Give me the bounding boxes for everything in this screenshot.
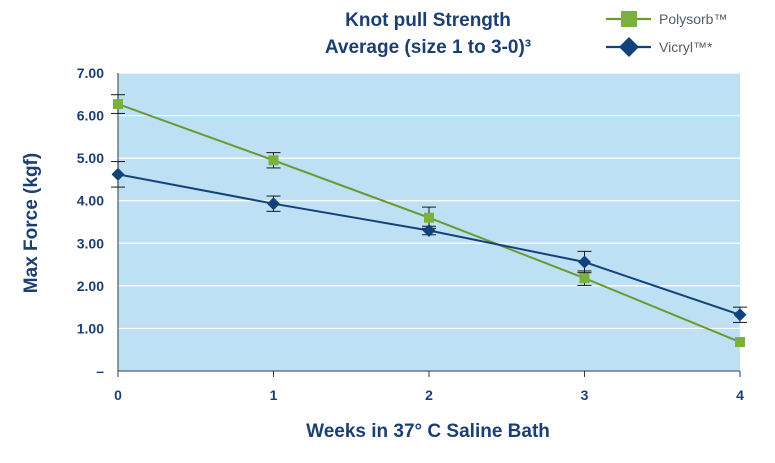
x-tick-label-4: 4 — [736, 387, 744, 403]
data-point-1-3 — [578, 255, 591, 269]
y-tick-label-6: 6.00 — [77, 108, 104, 124]
data-point-1-1 — [267, 197, 280, 211]
data-point-1-2 — [422, 224, 436, 238]
series-0 — [111, 94, 745, 348]
y-tick-label-7: 7.00 — [77, 65, 104, 81]
y-tick-label-5: 5.00 — [77, 150, 104, 166]
data-point-1-0 — [111, 167, 125, 181]
legend-label-0: Polysorb™ — [659, 11, 727, 27]
data-point-0-4 — [735, 337, 745, 348]
y-tick-label-3: 3.00 — [77, 235, 104, 251]
y-axis-title: Max Force (kgf) — [21, 153, 42, 293]
y-tick-label-2: 2.00 — [77, 278, 104, 294]
x-tick-label-1: 1 — [270, 387, 278, 403]
y-tick-label-0: – — [96, 363, 104, 379]
data-point-0-0 — [113, 99, 123, 110]
series-layer — [111, 94, 747, 348]
legend-label-1: Vicryl™* — [659, 39, 713, 55]
legend-item-0: Polysorb™ — [606, 11, 727, 27]
data-point-1-4 — [733, 308, 747, 322]
y-tick-label-1: 1.00 — [77, 320, 104, 336]
series-1 — [111, 161, 747, 323]
chart-title-line-1: Knot pull Strength — [345, 10, 511, 31]
data-point-0-1 — [268, 155, 279, 166]
x-axis-title: Weeks in 37° C Saline Bath — [306, 421, 550, 442]
grid-lines — [118, 72, 740, 330]
legend-marker-0 — [621, 11, 637, 27]
data-point-0-2 — [424, 212, 434, 223]
x-tick-label-0: 0 — [114, 387, 122, 403]
data-point-0-3 — [579, 273, 590, 284]
x-tick-label-2: 2 — [425, 387, 433, 403]
y-tick-label-4: 4.00 — [77, 193, 104, 209]
legend: Polysorb™ Vicryl™* — [606, 11, 727, 57]
legend-marker-1 — [619, 37, 639, 57]
tick-labels: – 1.00 2.00 3.00 4.00 5.00 6.00 7.00 0 1 2 3 4 — [77, 65, 744, 403]
axes — [117, 73, 741, 377]
x-tick-label-3: 3 — [581, 387, 589, 403]
legend-item-1: Vicryl™* — [606, 37, 713, 57]
chart-title-line-2: Average (size 1 to 3-0)³ — [325, 37, 531, 58]
